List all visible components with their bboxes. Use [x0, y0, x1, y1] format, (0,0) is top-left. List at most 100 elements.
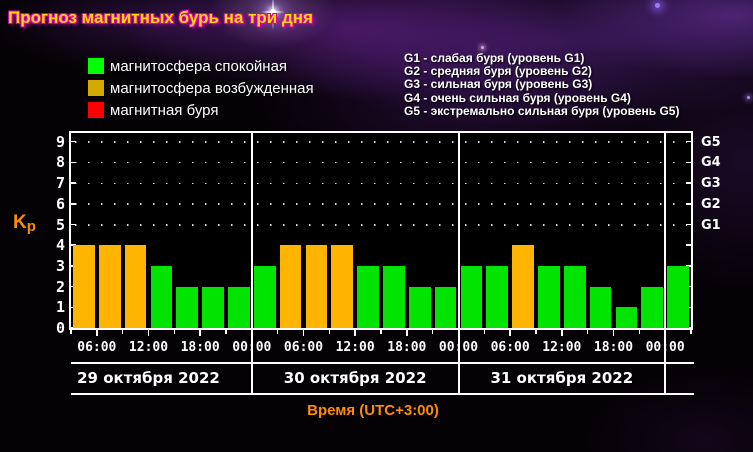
- x-tick: [276, 330, 279, 334]
- storm-level-legend: G1 - слабая буря (уровень G1) G2 - средня…: [404, 51, 680, 118]
- storm-level-line: G2 - средняя буря (уровень G2): [404, 64, 592, 79]
- plot-area: [69, 131, 693, 330]
- y-tick-label: 7: [55, 174, 65, 193]
- x-tick: [509, 330, 511, 336]
- x-axis-label: Время (UTC+3:00): [307, 402, 439, 419]
- x-tick: [225, 330, 227, 334]
- y-tick-label: 9: [55, 132, 65, 151]
- x-tick: [535, 330, 537, 334]
- y-tick-label: 6: [55, 194, 65, 213]
- kp-bar: [667, 265, 689, 328]
- kp-bar: [202, 286, 224, 328]
- x-tick: [70, 330, 72, 334]
- kp-bar: [279, 245, 302, 328]
- y-tick-right: [686, 203, 691, 205]
- g-axis-label: G1: [701, 217, 721, 233]
- kp-bar: [73, 245, 95, 328]
- date-label: 30 октября 2022: [283, 369, 427, 387]
- kp-bar: [150, 265, 173, 328]
- x-tick: [199, 330, 201, 336]
- day-divider: [664, 133, 667, 393]
- g-axis-label: G5: [701, 134, 721, 150]
- star-icon: [134, 14, 136, 16]
- x-tick: [380, 330, 382, 334]
- kp-bar: [253, 265, 276, 328]
- kp-bar: [305, 245, 328, 328]
- kp-bar: [357, 265, 379, 328]
- kp-bar: [538, 265, 560, 328]
- y-tick-right: [686, 140, 691, 143]
- kp-bar: [434, 286, 457, 328]
- y-tick: [71, 161, 76, 164]
- y-tick-label: 5: [55, 215, 65, 234]
- legend-swatch-icon: [88, 58, 104, 74]
- x-tick-label: 12:00: [542, 340, 582, 355]
- gridline: [75, 182, 687, 185]
- star-icon: [747, 96, 750, 99]
- kp-bar: [615, 307, 638, 328]
- x-tick: [173, 330, 176, 334]
- legend-label: магнитосфера спокойная: [110, 58, 288, 75]
- x-tick: [561, 330, 563, 336]
- y-axis-label: Kp: [13, 212, 36, 235]
- gridline: [75, 203, 687, 205]
- gridline: [75, 224, 687, 226]
- date-label: 31 октября 2022: [490, 369, 634, 387]
- kp-bar: [512, 245, 534, 328]
- kp-label-sub: p: [26, 218, 36, 235]
- kp-bar: [331, 245, 354, 328]
- x-tick-label: 12:00: [128, 340, 169, 355]
- y-tick-label: 4: [55, 236, 65, 255]
- y-tick-right: [686, 182, 691, 184]
- kp-bar: [383, 265, 405, 328]
- x-tick: [690, 330, 692, 334]
- day-divider: [250, 133, 253, 393]
- kp-bar: [228, 286, 250, 328]
- x-tick-label: 18:00: [593, 340, 634, 355]
- x-tick: [147, 330, 150, 336]
- x-tick-label: 06:00: [490, 340, 530, 355]
- y-tick-right: [686, 327, 691, 329]
- y-tick: [71, 223, 76, 226]
- storm-level-line: G5 - экстремально сильная буря (уровень …: [404, 103, 680, 118]
- y-tick-label: 2: [55, 277, 65, 296]
- y-tick-label: 8: [55, 153, 65, 172]
- y-tick: [71, 327, 76, 329]
- legend-swatch-icon: [88, 80, 104, 96]
- x-tick: [612, 330, 615, 336]
- g-axis-label: G3: [701, 176, 721, 192]
- x-tick-label: 18:00: [387, 340, 427, 355]
- y-tick-label: 3: [55, 256, 65, 275]
- star-icon: [481, 46, 484, 49]
- legend-label: магнитосфера возбужденная: [110, 80, 314, 97]
- gridline: [75, 161, 687, 164]
- y-tick-right: [686, 223, 691, 226]
- day-divider: [457, 133, 460, 393]
- x-tick: [328, 330, 331, 334]
- y-tick: [71, 203, 76, 205]
- x-tick-label: 06:00: [77, 340, 117, 355]
- date-label: 29 октября 2022: [77, 369, 220, 387]
- y-tick-right: [686, 244, 691, 246]
- x-tick-label: 18:00: [180, 340, 220, 355]
- x-tick: [302, 330, 305, 336]
- x-tick-label: 12:00: [335, 340, 375, 355]
- gridline: [75, 141, 687, 143]
- kp-bar: [563, 265, 586, 328]
- g-axis-label: G4: [701, 155, 721, 171]
- kp-bar: [176, 286, 199, 328]
- x-tick-label: 06:00: [283, 340, 324, 355]
- kp-bar: [641, 286, 664, 328]
- kp-bar: [460, 265, 483, 328]
- y-tick-right: [686, 161, 691, 164]
- kp-bar: [98, 245, 121, 328]
- storm-level-line: G4 - очень сильная буря (уровень G4): [404, 90, 631, 105]
- kp-bar: [124, 245, 147, 328]
- g-axis-label: G2: [701, 196, 721, 212]
- y-tick: [71, 140, 76, 143]
- x-tick: [96, 330, 98, 336]
- storm-level-line: G3 - сильная буря (уровень G3): [404, 77, 593, 92]
- x-tick: [586, 330, 589, 334]
- storm-level-line: G1 - слабая буря (уровень G1): [404, 51, 585, 65]
